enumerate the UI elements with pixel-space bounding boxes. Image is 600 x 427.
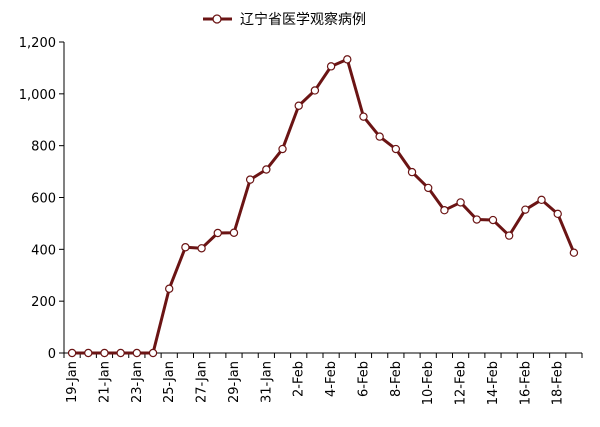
data-point xyxy=(521,205,530,214)
y-tick-label: 400 xyxy=(31,243,56,258)
x-tick-label: 12-Feb xyxy=(454,361,469,405)
y-tick-label: 0 xyxy=(48,347,56,362)
legend-marker xyxy=(212,14,222,24)
data-point xyxy=(310,86,320,95)
x-tick-label: 6-Feb xyxy=(356,361,371,397)
data-point xyxy=(100,348,109,358)
data-point xyxy=(165,284,174,293)
data-point xyxy=(132,348,142,358)
legend: 辽宁省医学观察病例 xyxy=(203,11,366,28)
data-point xyxy=(148,348,158,358)
data-point xyxy=(229,228,239,237)
data-point xyxy=(343,55,352,64)
x-tick-label: 4-Feb xyxy=(324,361,339,397)
x-tick-label: 16-Feb xyxy=(518,361,533,405)
x-tick-label: 27-Jan xyxy=(195,361,210,403)
y-tick-label: 600 xyxy=(31,192,56,207)
data-point xyxy=(569,248,579,257)
data-point xyxy=(245,175,255,184)
data-point xyxy=(262,165,271,174)
data-point xyxy=(67,348,77,358)
x-tick-label: 29-Jan xyxy=(227,361,242,403)
data-point xyxy=(440,205,449,215)
y-tick-label: 1,000 xyxy=(19,88,56,103)
data-point xyxy=(84,348,93,358)
x-tick-label: 23-Jan xyxy=(130,361,145,403)
data-point xyxy=(294,101,303,110)
x-tick-label: 8-Feb xyxy=(389,361,404,397)
y-tick-label: 1,200 xyxy=(19,36,56,51)
data-point xyxy=(537,195,546,205)
data-point xyxy=(391,144,401,154)
data-point xyxy=(424,183,433,193)
data-point xyxy=(504,231,514,240)
y-tick-label: 800 xyxy=(31,140,56,155)
data-point xyxy=(278,144,287,154)
data-point xyxy=(197,244,206,253)
x-ticks: 19-Jan 21-Jan 23-Jan 25-Jan 27-Jan 29-Jan 31-J… xyxy=(63,353,583,405)
data-point xyxy=(326,62,336,71)
x-tick-label: 14-Feb xyxy=(486,361,501,405)
x-tick-label: 31-Jan xyxy=(259,361,274,403)
data-point xyxy=(456,198,465,207)
data-point xyxy=(213,228,222,238)
x-tick-label: 19-Jan xyxy=(65,361,80,403)
data-point xyxy=(472,215,481,224)
data-point xyxy=(375,132,384,141)
data-point xyxy=(181,243,190,252)
data-point xyxy=(488,215,498,225)
series-group xyxy=(67,55,579,358)
y-tick-label: 200 xyxy=(31,295,56,310)
data-point xyxy=(553,209,562,219)
data-point xyxy=(407,167,417,177)
y-ticks: 0 200 400 600 800 1,000 1,200 xyxy=(19,36,64,362)
x-tick-label: 10-Feb xyxy=(421,361,436,405)
data-point xyxy=(359,112,368,121)
x-tick-label: 21-Jan xyxy=(97,361,112,403)
x-tick-label: 25-Jan xyxy=(162,361,177,403)
legend-label: 辽宁省医学观察病例 xyxy=(240,11,366,28)
data-point xyxy=(116,348,125,358)
series-line xyxy=(72,57,576,355)
x-tick-label: 18-Feb xyxy=(551,361,566,405)
x-tick-label: 2-Feb xyxy=(292,361,307,397)
